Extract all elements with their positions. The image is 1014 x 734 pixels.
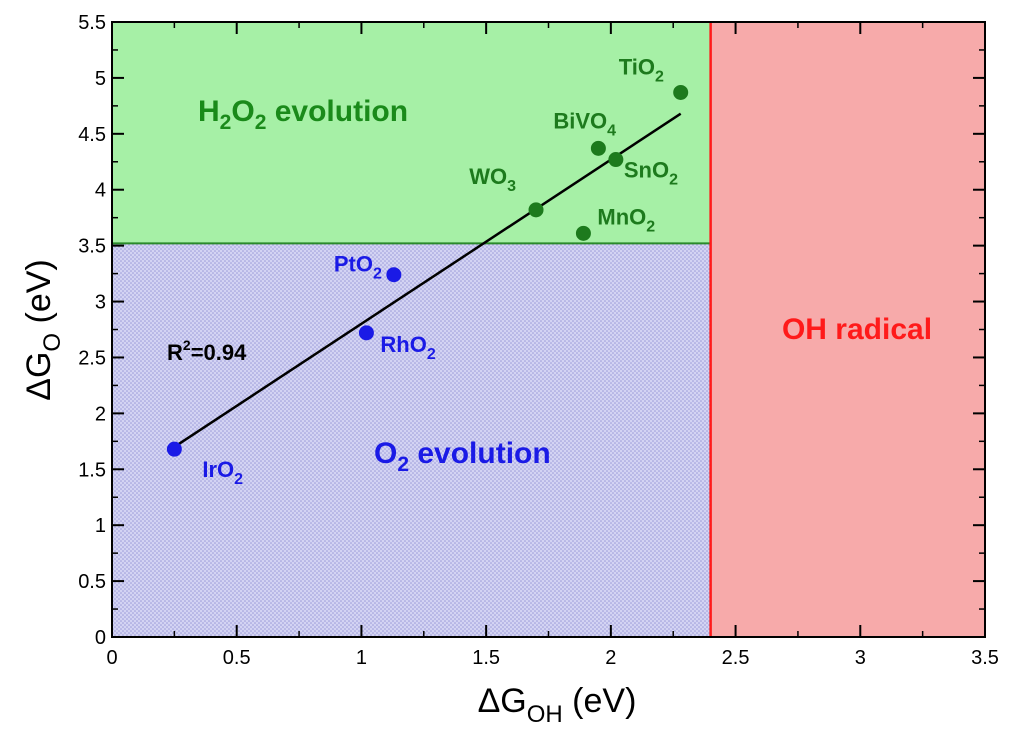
y-tick-label: 3 bbox=[95, 292, 106, 314]
y-tick-label: 0.5 bbox=[78, 571, 106, 593]
x-tick-label: 0 bbox=[106, 647, 117, 669]
data-point-bivo4 bbox=[590, 140, 606, 156]
x-tick-label: 0.5 bbox=[223, 647, 251, 669]
data-point-iro2 bbox=[166, 441, 182, 457]
region-oh-radical bbox=[710, 22, 985, 637]
x-tick-label: 2 bbox=[605, 647, 616, 669]
y-tick-label: 2.5 bbox=[78, 347, 106, 369]
regions bbox=[112, 22, 985, 637]
point-label-tio2: TiO2 bbox=[619, 54, 664, 85]
fit-line bbox=[173, 112, 682, 448]
data-point-pto2 bbox=[386, 267, 402, 283]
fit-line-group bbox=[173, 112, 682, 448]
data-point-tio2 bbox=[673, 84, 689, 100]
point-label-sno2: SnO2 bbox=[624, 158, 678, 189]
data-point-wo3 bbox=[528, 202, 544, 218]
x-tick-label: 1.5 bbox=[472, 647, 500, 669]
x-tick-label: 1 bbox=[356, 647, 367, 669]
data-point-mno2 bbox=[575, 225, 591, 241]
h2o2-evolution-label: H2O2 evolution bbox=[198, 95, 408, 134]
r-squared-annotation: R2=0.94 bbox=[167, 337, 247, 365]
data-point-rho2 bbox=[358, 325, 374, 341]
point-label-mno2: MnO2 bbox=[597, 204, 655, 235]
y-tick-label: 5.5 bbox=[78, 12, 106, 34]
region-h2o2-evolution bbox=[112, 22, 711, 244]
y-tick-label: 4.5 bbox=[78, 124, 106, 146]
point-label-iro2: IrO2 bbox=[202, 457, 243, 488]
y-tick-label: 2 bbox=[95, 403, 106, 425]
o2-evolution-label: O2 evolution bbox=[374, 437, 551, 476]
y-tick-label: 3.5 bbox=[78, 236, 106, 258]
data-points: IrO2 RhO2 PtO2 WO3 MnO2 BiVO4 SnO2 TiO2 bbox=[166, 54, 689, 488]
x-axis-title: ΔGOH (eV) bbox=[478, 682, 637, 728]
data-point-sno2 bbox=[608, 152, 624, 168]
x-tick-label: 3.5 bbox=[971, 647, 999, 669]
y-tick-label: 1.5 bbox=[78, 459, 106, 481]
oh-radical-label: OH radical bbox=[782, 313, 932, 346]
point-label-wo3: WO3 bbox=[469, 164, 516, 195]
y-tick-label: 1 bbox=[95, 515, 106, 537]
y-tick-label: 4 bbox=[95, 180, 106, 202]
y-tick-label: 0 bbox=[95, 627, 106, 649]
point-label-pto2: PtO2 bbox=[334, 252, 382, 283]
point-label-bivo4: BiVO4 bbox=[553, 108, 616, 139]
axes: 0 0.5 1 1.5 2 2.5 3 3.5 0 0.5 1 1.5 2 2.5 3 3.5 4 4.5 5 5.5 bbox=[78, 12, 999, 669]
boundary-lines bbox=[112, 22, 712, 637]
x-tick-label: 3 bbox=[855, 647, 866, 669]
point-label-rho2: RhO2 bbox=[380, 332, 435, 363]
x-tick-label: 2.5 bbox=[722, 647, 750, 669]
y-tick-label: 5 bbox=[95, 68, 106, 90]
region-o2-evolution bbox=[112, 243, 711, 637]
y-axis-title: ΔGO (eV) bbox=[20, 259, 66, 401]
